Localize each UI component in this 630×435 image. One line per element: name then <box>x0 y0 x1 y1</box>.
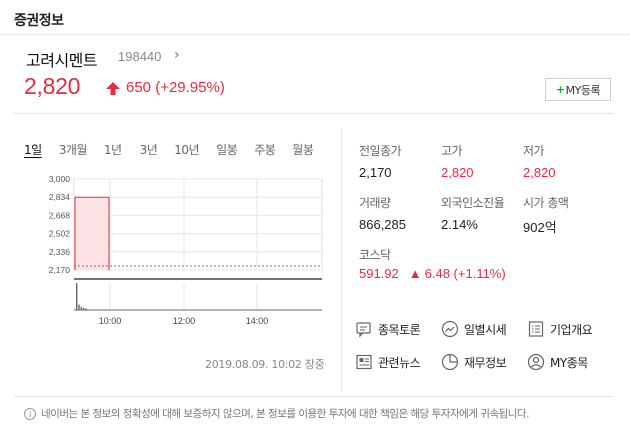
stat-value: 902억 <box>523 220 557 235</box>
link-my-stocks[interactable]: MY종목 <box>527 353 588 371</box>
kosdaq-value: 591.92 <box>359 266 399 281</box>
kosdaq-change: 6.48 (+1.11%) <box>424 266 506 281</box>
y-tick-label: 2,336 <box>49 247 71 257</box>
document-icon <box>528 321 544 337</box>
volume-bar <box>80 306 82 310</box>
period-tabs: 1일 3개월 1년 3년 10년 일봉 주봉 월봉 <box>24 141 314 158</box>
link-stock-discussion[interactable]: 종목토론 <box>355 320 421 338</box>
stat-high: 고가 2,820 <box>441 142 474 180</box>
tab-1day[interactable]: 1일 <box>24 143 42 157</box>
stat-value: 2,820 <box>523 165 556 180</box>
stat-label: 시가 총액 <box>523 196 569 210</box>
price-area <box>75 197 109 270</box>
disclaimer: i 네이버는 본 정보의 정확성에 대해 보증하지 않으며, 본 정보를 이용한… <box>24 406 529 421</box>
tab-3month[interactable]: 3개월 <box>58 143 88 157</box>
stat-label: 저가 <box>523 144 545 158</box>
title-divider <box>0 34 630 35</box>
link-daily-price[interactable]: 일별시세 <box>441 320 507 338</box>
stat-low: 저가 2,820 <box>523 142 556 180</box>
section-title: 증권정보 <box>14 13 64 29</box>
link-label: 기업개요 <box>550 322 593 337</box>
footer-divider <box>14 396 614 397</box>
trend-icon <box>441 320 459 338</box>
volume-bar <box>82 307 85 310</box>
plus-icon: + <box>555 83 565 96</box>
news-icon <box>356 354 372 370</box>
up-arrow-icon <box>106 82 120 95</box>
stat-market-cap: 시가 총액 902억 <box>523 194 569 236</box>
kosdaq-label: 코스닥 <box>359 248 391 262</box>
stat-volume: 거래량 866,285 <box>359 194 406 232</box>
x-tick-label: 14:00 <box>246 316 269 326</box>
vertical-divider <box>341 128 342 393</box>
kosdaq-label-block: 코스닥 <box>359 246 391 263</box>
stat-foreign-ratio: 외국인소진율 2.14% <box>441 194 505 232</box>
kosdaq-index: 591.92 ▲ 6.48 (+1.11%) <box>359 266 506 281</box>
y-tick-label: 3,000 <box>49 174 71 184</box>
volume-bar <box>85 308 87 310</box>
stat-value: 2,820 <box>441 165 474 180</box>
user-icon <box>527 353 545 371</box>
link-label: 일별시세 <box>464 322 507 337</box>
link-label: 관련뉴스 <box>378 355 421 370</box>
price-chart[interactable]: 3,000 2,834 2,668 2,502 2,336 2,170 10:00 12:00… <box>0 165 340 330</box>
tab-weekly-candle[interactable]: 주봉 <box>254 143 276 157</box>
tab-daily-candle[interactable]: 일봉 <box>216 143 238 157</box>
timestamp: 2019.08.09. 10:02 장중 <box>205 358 325 371</box>
chevron-right-icon[interactable]: › <box>174 47 180 63</box>
y-tick-label: 2,502 <box>49 229 71 239</box>
up-triangle-icon: ▲ <box>408 266 422 281</box>
link-financial-info[interactable]: 재무정보 <box>441 353 507 371</box>
y-tick-label: 2,668 <box>49 210 71 220</box>
y-tick-label: 2,834 <box>49 192 71 202</box>
tab-3year[interactable]: 3년 <box>139 143 158 157</box>
stock-code: 198440 <box>118 49 162 64</box>
tab-1year[interactable]: 1년 <box>103 143 122 157</box>
link-company-overview[interactable]: 기업개요 <box>527 320 593 338</box>
info-icon: i <box>24 407 36 420</box>
section-divider <box>14 113 614 114</box>
stat-label: 전일종가 <box>359 144 402 158</box>
disclaimer-text: 네이버는 본 정보의 정확성에 대해 보증하지 않으며, 본 정보를 이용한 투… <box>41 408 529 420</box>
x-tick-label: 10:00 <box>99 316 122 326</box>
current-price: 2,820 <box>24 73 81 99</box>
y-tick-label: 2,170 <box>49 265 71 275</box>
chat-icon <box>356 322 371 338</box>
stat-value: 866,285 <box>359 217 406 232</box>
price-change: 650 (+29.95%) <box>126 79 225 96</box>
tab-monthly-candle[interactable]: 월봉 <box>292 143 314 157</box>
stat-value: 2,170 <box>359 165 392 180</box>
x-tick-label: 12:00 <box>173 316 196 326</box>
stat-label: 거래량 <box>359 196 391 210</box>
link-related-news[interactable]: 관련뉴스 <box>355 353 421 371</box>
my-register-label: MY등록 <box>565 83 601 97</box>
link-label: MY종목 <box>550 355 588 370</box>
volume-bar <box>76 283 78 310</box>
pie-chart-icon <box>441 353 459 371</box>
link-label: 종목토론 <box>378 322 421 337</box>
stat-label: 외국인소진율 <box>441 196 505 210</box>
stock-name-link[interactable]: 고려시멘트 <box>26 51 98 70</box>
stat-label: 고가 <box>441 144 463 158</box>
link-label: 재무정보 <box>464 355 507 370</box>
volume-bar <box>78 304 80 310</box>
stat-prev-close: 전일종가 2,170 <box>359 142 402 180</box>
tab-10year[interactable]: 10년 <box>174 143 200 157</box>
stat-value: 2.14% <box>441 217 478 232</box>
price-line <box>74 196 110 270</box>
my-register-button[interactable]: + MY등록 <box>545 78 611 101</box>
plot-frame <box>73 178 323 271</box>
